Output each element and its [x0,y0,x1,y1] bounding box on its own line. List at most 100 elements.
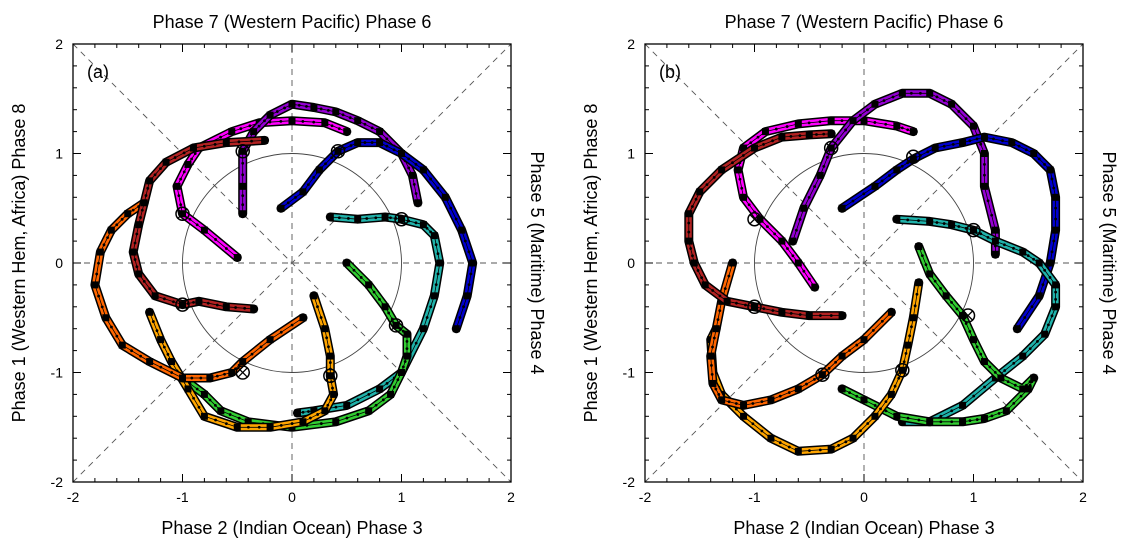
series-dot [798,313,802,316]
series-marker [206,374,214,382]
series-dot [718,309,722,313]
series-dot [1032,257,1036,261]
series-marker [239,210,247,218]
series-dot [257,124,261,128]
series-dot [917,418,921,422]
series-marker [266,336,274,344]
series-dot [858,113,862,117]
series-marker [162,158,170,166]
series-marker [898,89,906,97]
series-dot [1048,276,1052,279]
series-dot [906,416,910,420]
crossed-circle-marker [330,144,346,159]
series-marker [1013,325,1021,333]
series-dot [882,99,886,103]
series-marker [740,412,748,420]
series-dot [286,201,290,205]
series-marker [250,128,258,136]
series-marker [1002,407,1010,415]
series-marker [168,358,176,366]
series-dot [687,230,691,234]
crossed-circle-marker [747,299,762,315]
series-dot [215,374,219,378]
series-marker [805,312,813,320]
series-marker [266,111,274,119]
x-tick-label: -2 [67,489,80,505]
series-marker [124,210,132,218]
series-dot [687,221,691,225]
series-marker [200,226,208,234]
series-dot [760,429,764,433]
series-dot [791,254,795,258]
series-dot [749,141,753,145]
series-dot [257,425,261,429]
series-marker [1030,374,1038,382]
series-dot [214,418,217,422]
series-dot [884,400,888,404]
series-dot [192,301,195,304]
series-marker [838,204,846,212]
series-dot [306,183,310,186]
series-marker [228,369,236,376]
series-dot [913,304,917,308]
series-dot [414,162,418,166]
series-dot [939,287,942,290]
series-marker [1019,248,1027,256]
series-marker [800,204,808,212]
panel-b: -2 -1 0 1 2 -2 -1 0 1 2 (b) Phase 7 (Western Paci… [581,12,1119,538]
crossed-circle-marker [175,206,190,221]
series-marker [778,133,786,141]
series-dot [319,422,323,425]
series-marker [1052,303,1060,311]
series-dot [1012,401,1016,405]
series-dot [762,307,766,311]
series-dot [815,133,818,136]
series-marker [794,120,802,128]
series-marker [980,150,988,157]
series-dot [880,179,884,183]
series-dot [904,352,908,355]
series-dot [193,152,197,156]
series-dot [337,127,341,131]
series-dot [462,305,465,309]
series-dot [787,391,791,394]
series-dot [389,216,392,220]
series-marker [266,423,274,431]
series-marker [959,139,967,147]
series-marker [959,401,967,409]
series-dot [1046,323,1050,327]
series-dot [115,334,119,338]
series-dot [957,110,961,113]
series-dot [822,164,826,168]
series-dot [429,177,433,181]
series-dot [844,128,848,132]
series-marker [179,374,186,382]
series-dot [1052,239,1056,243]
series-marker [102,314,110,322]
series-dot [942,144,946,148]
series-dot [798,134,802,138]
series-dot [1036,340,1039,343]
series-marker [915,243,923,251]
series-dot [190,157,193,161]
y-tick-label: -2 [623,474,636,490]
series-dot [1041,283,1045,287]
series-marker [332,418,340,426]
series-dot [774,127,778,131]
series-dot [808,449,811,452]
series-marker [200,390,208,398]
series-dot [1019,394,1023,398]
series-dot [170,371,174,374]
series-dot [988,365,992,369]
series-dot [968,419,972,423]
series-dot [106,236,110,239]
series-dot [1054,290,1058,294]
series-dot [131,208,135,212]
marker-cross [897,365,908,376]
series-dot [1001,139,1004,143]
series-dot [909,91,913,95]
series-dot [130,349,133,353]
series-marker [222,303,230,311]
series-dot [848,349,851,352]
series-marker [387,390,395,398]
